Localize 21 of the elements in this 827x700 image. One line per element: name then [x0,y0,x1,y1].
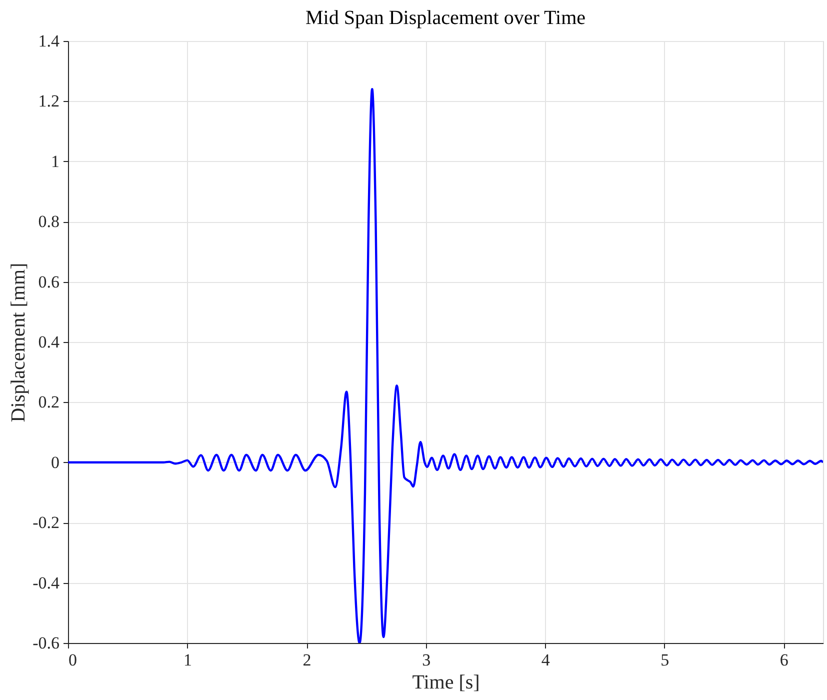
y-tick-label: 1.4 [38,32,60,50]
y-tick-label: 0.4 [38,332,60,352]
y-tick-label: -0.2 [32,513,60,532]
x-tick-label: 2 [302,650,312,670]
x-tick-label: 3 [422,650,431,670]
chart-title: Mid Span Displacement over Time [306,7,586,29]
y-tick-label: -0.4 [32,573,60,592]
y-tick-label: 1.2 [38,92,60,111]
y-tick-label: 0.6 [38,272,60,292]
x-tick-label: 4 [541,650,550,670]
x-tick-label: 6 [780,650,788,670]
y-tick-label: -0.6 [32,634,60,652]
x-tick-label: 5 [660,650,670,670]
x-tick-label: 0 [68,650,77,670]
x-tick-label: 1 [184,650,192,670]
y-tick-label: 1 [51,152,60,171]
y-tick-label: 0 [51,452,60,472]
y-tick-label: 0.8 [38,212,60,232]
y-tick-label: 0.2 [38,392,60,412]
x-axis-title: Time [s] [412,672,480,694]
y-axis-title: Displacement [mm] [8,262,30,422]
